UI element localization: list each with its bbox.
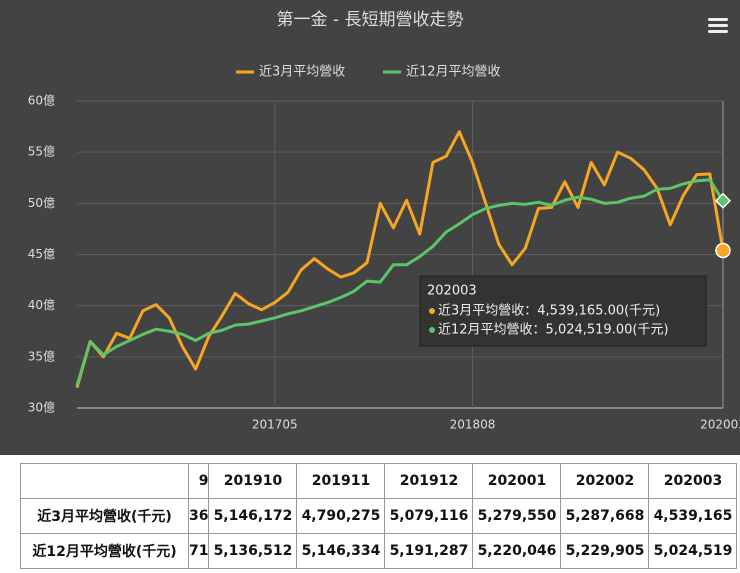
column-header: 201910 [208,463,298,499]
chart-background [0,0,740,455]
legend-label: 近3月平均營收 [259,65,345,80]
table-corner [20,463,189,499]
tooltip-dot [429,308,435,314]
table-cell: 71 [187,533,210,569]
series-line [75,130,725,388]
table-cell: 5,146,172 [208,498,298,534]
column-header: 202003 [648,463,738,499]
table-cell: 5,229,905 [560,533,650,569]
table-cell: 5,146,334 [296,533,386,569]
x-tick-label: 201705 [252,418,298,432]
row-header: 近12月平均營收(千元) [20,533,189,569]
table-cell: 5,024,519 [648,533,738,569]
tooltip: 202003 近3月平均營收：4,539,165.00(千元) 近12月平均營收：5… [419,275,707,347]
y-tick-label: 35億 [28,349,55,363]
tooltip-line: 近12月平均營收：5,024,519.00(千元) [438,323,669,338]
table-cell: 4,790,275 [296,498,386,534]
tooltip-box [419,275,707,347]
y-tick-label: 55億 [28,145,55,159]
column-header: 202001 [472,463,562,499]
table-cell: 36 [187,498,210,534]
hover-marker [715,242,731,259]
y-tick-label: 60億 [28,94,55,108]
tooltip-line: 近3月平均營收：4,539,165.00(千元) [438,304,660,319]
table-header-row: 9 201910 201911 201912 202001 202002 202003 [20,463,738,499]
data-table: 9 201910 201911 201912 202001 202002 202003 近3月… [20,463,738,569]
table-cell: 4,539,165 [648,498,738,534]
table-cell: 5,191,287 [384,533,474,569]
table-cell: 5,287,668 [560,498,650,534]
x-tick-label: 202003 [700,418,740,432]
x-tick-label: 201808 [450,418,496,432]
table-row: 近3月平均營收(千元) 36 5,146,172 4,790,275 5,079,116… [20,498,738,534]
table-cell: 5,079,116 [384,498,474,534]
chart-title: 第一金 - 長短期營收走勢 [277,10,464,30]
tooltip-title: 202003 [427,284,477,299]
row-header: 近3月平均營收(千元) [20,498,189,534]
y-tick-label: 30億 [28,401,55,415]
series-line [75,178,725,386]
column-header: 202002 [560,463,650,499]
column-header: 9 [187,463,210,499]
tooltip-dot [429,327,435,333]
table-row: 近12月平均營收(千元) 71 5,136,512 5,146,334 5,191,28… [20,533,738,569]
column-header: 201911 [296,463,386,499]
table-cell: 5,136,512 [208,533,298,569]
hover-marker [714,192,732,209]
column-header: 201912 [384,463,474,499]
table-cell: 5,220,046 [472,533,562,569]
chart: 第一金 - 長短期營收走勢 30億 35億 40億 45億 50億 55億 60億 20170… [0,0,740,455]
y-tick-label: 50億 [28,196,55,210]
menu-icon[interactable] [708,18,728,33]
legend-label: 近12月平均營收 [406,65,501,80]
table-cell: 5,279,550 [472,498,562,534]
y-tick-label: 45億 [28,247,55,261]
y-tick-label: 40億 [28,298,55,312]
